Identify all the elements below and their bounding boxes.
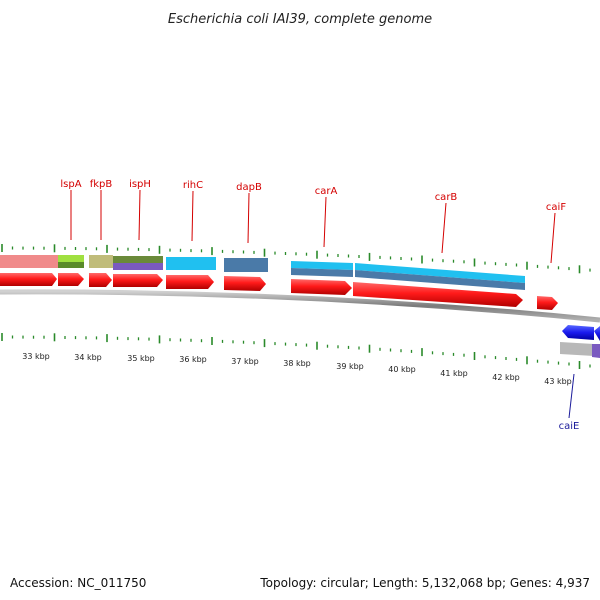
feature-bar xyxy=(355,270,525,290)
feature-bar xyxy=(291,268,353,277)
gene-arrow[interactable] xyxy=(89,273,112,287)
leader-line xyxy=(323,196,327,248)
feature-bar xyxy=(166,257,216,270)
gene-arrow[interactable] xyxy=(291,279,352,295)
gene-arrow[interactable] xyxy=(58,273,84,286)
gene-arrow[interactable] xyxy=(537,296,558,310)
gene-arrow[interactable] xyxy=(0,273,57,286)
tick-label: 39 kbp xyxy=(336,362,364,371)
gene-arrow[interactable] xyxy=(166,275,214,289)
leader-line xyxy=(441,202,447,254)
tick-label: 35 kbp xyxy=(127,354,155,363)
gene-labels-minus: caiE xyxy=(559,373,580,432)
gene-label-ispH[interactable]: ispH xyxy=(129,179,151,190)
tick-label: 43 kbp xyxy=(544,377,572,386)
gene-label-rihC[interactable]: rihC xyxy=(183,180,203,191)
gene-label-carA[interactable]: carA xyxy=(315,186,338,197)
reverse-genes xyxy=(562,325,600,341)
kbp-ticks: 33 kbp 34 kbp 35 kbp 36 kbp 37 kbp 38 kb… xyxy=(22,352,572,386)
leader-line xyxy=(550,212,556,264)
feature-bar xyxy=(0,255,58,268)
gene-arrow[interactable] xyxy=(594,326,600,341)
accession-text: Accession: NC_011750 xyxy=(10,576,146,590)
leader-line xyxy=(247,192,250,244)
tick-label: 37 kbp xyxy=(231,357,259,366)
feature-bar xyxy=(560,342,594,356)
genome-backbone xyxy=(0,289,600,323)
feature-bar xyxy=(58,262,84,268)
genome-info-text: Topology: circular; Length: 5,132,068 bp… xyxy=(259,576,590,590)
tick-label: 33 kbp xyxy=(22,352,50,361)
tick-label: 34 kbp xyxy=(74,353,102,362)
feature-bar xyxy=(113,256,163,263)
tick-label: 41 kbp xyxy=(440,369,468,378)
leader-line xyxy=(138,189,141,241)
tick-label: 42 kbp xyxy=(492,373,520,382)
gene-arrow[interactable] xyxy=(353,282,523,307)
gene-label-lspA[interactable]: lspA xyxy=(60,179,81,190)
gene-label-fkpB[interactable]: fkpB xyxy=(90,179,113,190)
feature-bar xyxy=(291,261,353,270)
tick-label: 38 kbp xyxy=(283,359,311,368)
inner-tick-ring xyxy=(1,333,591,369)
outer-tick-ring xyxy=(1,244,591,274)
leader-line xyxy=(191,190,194,242)
gene-label-carB[interactable]: carB xyxy=(435,192,458,203)
feature-bar xyxy=(58,255,84,262)
feature-track xyxy=(0,255,600,358)
gene-labels-plus: lspA fkpB ispH rihC dapB carA carB caiF xyxy=(60,179,566,264)
gene-label-caiF[interactable]: caiF xyxy=(546,202,566,213)
gene-arrow[interactable] xyxy=(562,325,594,340)
gene-label-dapB[interactable]: dapB xyxy=(236,182,262,193)
tick-label: 36 kbp xyxy=(179,355,207,364)
gene-label-caiE[interactable]: caiE xyxy=(559,421,580,432)
feature-bar xyxy=(224,258,268,272)
genome-title: Escherichia coli IAI39, complete genome xyxy=(168,12,432,27)
feature-bar xyxy=(89,255,113,268)
gene-arrow[interactable] xyxy=(224,276,266,291)
gene-arrow[interactable] xyxy=(113,274,163,287)
tick-label: 40 kbp xyxy=(388,365,416,374)
feature-bar xyxy=(355,263,525,283)
feature-bar xyxy=(592,344,600,358)
leader-line xyxy=(568,373,575,419)
feature-bar xyxy=(113,263,163,270)
forward-genes xyxy=(0,273,558,310)
